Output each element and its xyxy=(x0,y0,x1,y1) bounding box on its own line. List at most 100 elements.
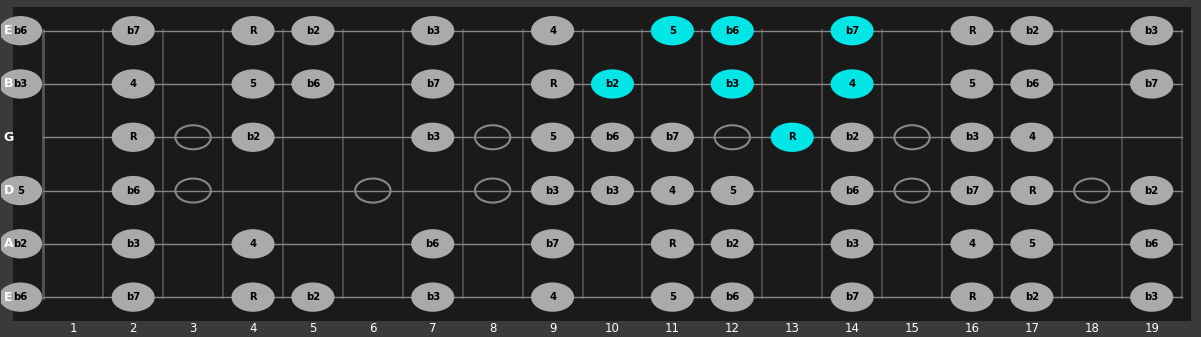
Text: b6: b6 xyxy=(126,186,141,195)
Text: E: E xyxy=(5,290,13,304)
Text: b2: b2 xyxy=(725,239,740,249)
Text: b2: b2 xyxy=(13,239,28,249)
Ellipse shape xyxy=(232,16,275,45)
Text: b3: b3 xyxy=(425,26,440,36)
Text: b7: b7 xyxy=(1145,79,1159,89)
Text: 5: 5 xyxy=(729,186,736,195)
Text: 3: 3 xyxy=(190,321,197,335)
Text: b7: b7 xyxy=(126,26,141,36)
Text: b2: b2 xyxy=(1024,26,1039,36)
Ellipse shape xyxy=(1130,69,1173,99)
Ellipse shape xyxy=(112,176,155,205)
Text: b6: b6 xyxy=(1024,79,1039,89)
Ellipse shape xyxy=(591,176,634,205)
Ellipse shape xyxy=(831,282,873,312)
Text: 4: 4 xyxy=(669,186,676,195)
Ellipse shape xyxy=(950,69,993,99)
Ellipse shape xyxy=(411,282,454,312)
Ellipse shape xyxy=(1130,282,1173,312)
Ellipse shape xyxy=(591,69,634,99)
Text: 13: 13 xyxy=(784,321,800,335)
Text: 8: 8 xyxy=(489,321,496,335)
Ellipse shape xyxy=(651,176,694,205)
Ellipse shape xyxy=(292,282,335,312)
Text: 5: 5 xyxy=(549,132,556,142)
Text: R: R xyxy=(968,292,975,302)
Text: b3: b3 xyxy=(126,239,141,249)
Ellipse shape xyxy=(0,176,42,205)
Text: R: R xyxy=(968,26,975,36)
Ellipse shape xyxy=(531,69,574,99)
Text: b2: b2 xyxy=(1024,292,1039,302)
Text: b7: b7 xyxy=(126,292,141,302)
Text: b6: b6 xyxy=(306,79,319,89)
Text: 5: 5 xyxy=(669,292,676,302)
Text: 4: 4 xyxy=(549,292,556,302)
Text: 19: 19 xyxy=(1145,321,1159,335)
Text: b3: b3 xyxy=(425,132,440,142)
Text: b2: b2 xyxy=(306,292,319,302)
Ellipse shape xyxy=(950,282,993,312)
Ellipse shape xyxy=(831,16,873,45)
Text: 4: 4 xyxy=(549,26,556,36)
Ellipse shape xyxy=(112,16,155,45)
Ellipse shape xyxy=(950,229,993,258)
Text: 4: 4 xyxy=(849,79,855,89)
Text: b3: b3 xyxy=(1145,26,1159,36)
Text: 6: 6 xyxy=(369,321,377,335)
Ellipse shape xyxy=(711,282,754,312)
Ellipse shape xyxy=(0,229,42,258)
Text: b6: b6 xyxy=(13,26,28,36)
Ellipse shape xyxy=(771,123,814,152)
Ellipse shape xyxy=(1010,282,1053,312)
Ellipse shape xyxy=(1010,69,1053,99)
Text: b3: b3 xyxy=(846,239,859,249)
Text: G: G xyxy=(4,131,13,144)
Text: R: R xyxy=(130,132,137,142)
Text: 10: 10 xyxy=(605,321,620,335)
Text: 4: 4 xyxy=(250,321,257,335)
Text: b7: b7 xyxy=(846,292,859,302)
Ellipse shape xyxy=(411,16,454,45)
Ellipse shape xyxy=(711,16,754,45)
Ellipse shape xyxy=(0,69,42,99)
Ellipse shape xyxy=(711,229,754,258)
Text: 17: 17 xyxy=(1024,321,1039,335)
Text: E: E xyxy=(5,24,13,37)
Text: b2: b2 xyxy=(605,79,620,89)
Text: 18: 18 xyxy=(1085,321,1099,335)
Text: A: A xyxy=(4,237,13,250)
Ellipse shape xyxy=(232,229,275,258)
Ellipse shape xyxy=(591,123,634,152)
Ellipse shape xyxy=(651,229,694,258)
Text: 7: 7 xyxy=(429,321,436,335)
Ellipse shape xyxy=(112,69,155,99)
Ellipse shape xyxy=(950,16,993,45)
Ellipse shape xyxy=(651,282,694,312)
Text: b7: b7 xyxy=(665,132,680,142)
Ellipse shape xyxy=(1130,16,1173,45)
Ellipse shape xyxy=(1010,16,1053,45)
Ellipse shape xyxy=(1010,123,1053,152)
Text: b2: b2 xyxy=(1145,186,1159,195)
Text: R: R xyxy=(669,239,676,249)
Text: 5: 5 xyxy=(17,186,24,195)
Text: b3: b3 xyxy=(545,186,560,195)
Text: 9: 9 xyxy=(549,321,556,335)
Ellipse shape xyxy=(651,123,694,152)
Ellipse shape xyxy=(950,176,993,205)
Text: b3: b3 xyxy=(725,79,740,89)
Text: 1: 1 xyxy=(70,321,77,335)
Ellipse shape xyxy=(531,176,574,205)
Ellipse shape xyxy=(411,229,454,258)
Ellipse shape xyxy=(1130,176,1173,205)
Ellipse shape xyxy=(711,176,754,205)
Ellipse shape xyxy=(531,123,574,152)
Text: 16: 16 xyxy=(964,321,980,335)
Ellipse shape xyxy=(0,282,42,312)
Text: b3: b3 xyxy=(964,132,979,142)
Text: b6: b6 xyxy=(1145,239,1159,249)
Text: 4: 4 xyxy=(250,239,257,249)
Ellipse shape xyxy=(232,282,275,312)
Text: b2: b2 xyxy=(246,132,261,142)
